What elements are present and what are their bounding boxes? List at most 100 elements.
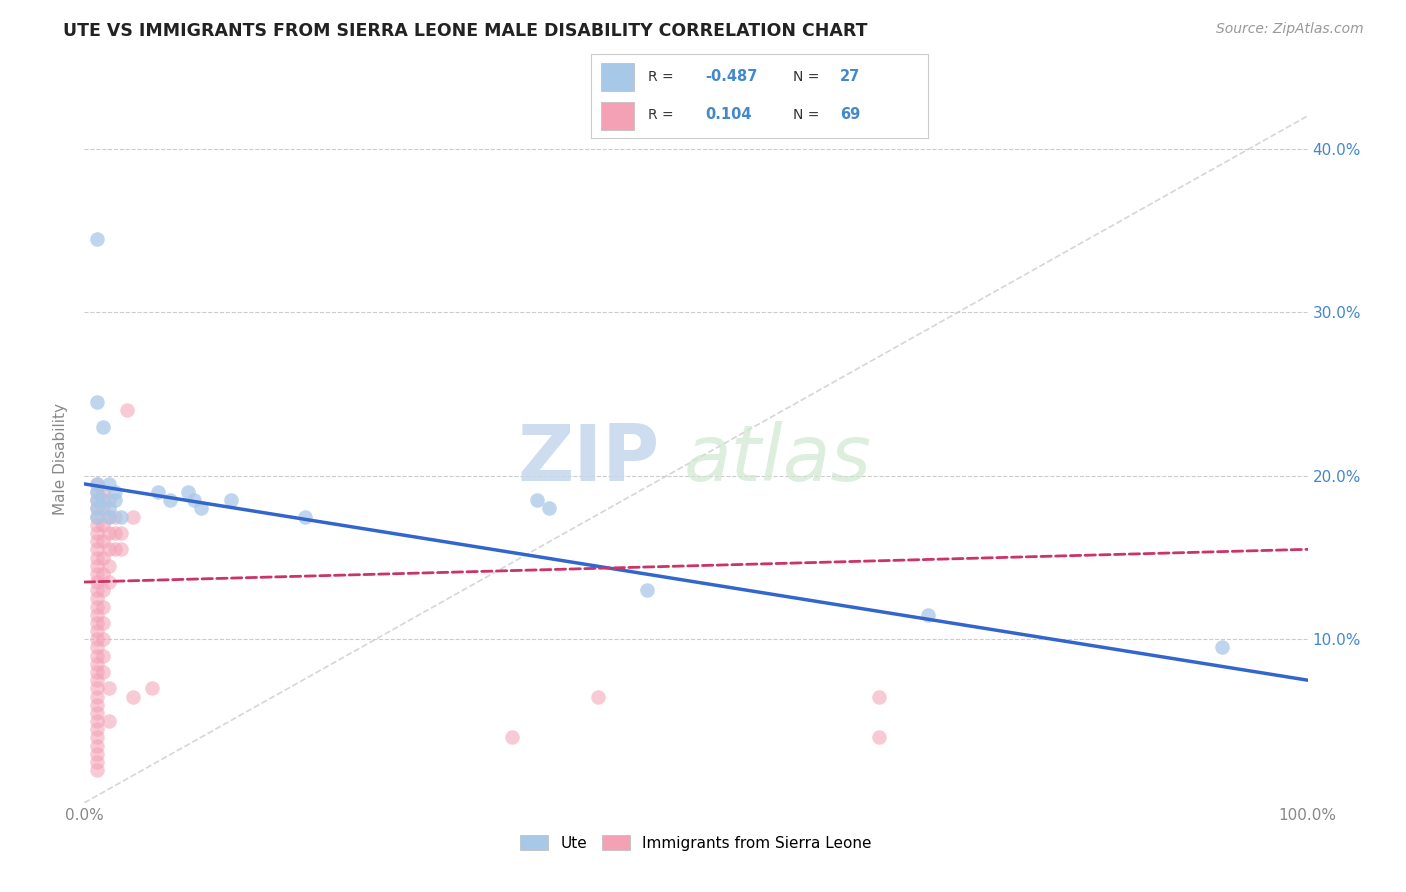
Point xyxy=(86,657,108,671)
Point xyxy=(502,731,524,745)
Point xyxy=(177,485,200,500)
Point xyxy=(538,501,561,516)
Text: 0.104: 0.104 xyxy=(706,107,752,122)
Point xyxy=(97,525,120,540)
Point xyxy=(526,493,548,508)
Point xyxy=(869,690,891,704)
Point xyxy=(86,485,108,500)
Point xyxy=(86,583,108,598)
Point xyxy=(146,485,169,500)
Point xyxy=(110,525,132,540)
Point xyxy=(86,690,108,704)
Point xyxy=(869,731,891,745)
Point xyxy=(97,509,120,524)
Point xyxy=(86,476,108,491)
FancyBboxPatch shape xyxy=(600,62,634,91)
Point xyxy=(91,501,114,516)
Text: 69: 69 xyxy=(841,107,860,122)
Text: UTE VS IMMIGRANTS FROM SIERRA LEONE MALE DISABILITY CORRELATION CHART: UTE VS IMMIGRANTS FROM SIERRA LEONE MALE… xyxy=(63,22,868,40)
Point xyxy=(86,485,108,500)
Point xyxy=(91,615,114,630)
Point xyxy=(97,493,120,508)
Point xyxy=(104,509,127,524)
Point xyxy=(294,509,316,524)
Point xyxy=(86,550,108,565)
Point xyxy=(97,574,120,589)
Text: ZIP: ZIP xyxy=(517,421,659,498)
Point xyxy=(97,542,120,557)
Point xyxy=(86,665,108,679)
Point xyxy=(86,640,108,655)
Point xyxy=(86,723,108,737)
Point xyxy=(86,648,108,663)
FancyBboxPatch shape xyxy=(600,102,634,130)
Point xyxy=(122,509,145,524)
Point xyxy=(86,501,108,516)
Point xyxy=(91,550,114,565)
Point xyxy=(183,493,205,508)
Point xyxy=(159,493,181,508)
Point xyxy=(91,534,114,549)
Text: N =: N = xyxy=(793,70,824,84)
Point xyxy=(104,542,127,557)
Point xyxy=(917,607,939,622)
Point xyxy=(91,517,114,532)
Point xyxy=(86,731,108,745)
Point xyxy=(86,395,108,409)
Point xyxy=(91,485,114,500)
Point xyxy=(97,714,120,728)
Point xyxy=(97,681,120,696)
Point xyxy=(86,493,108,508)
Point xyxy=(636,583,658,598)
Point xyxy=(86,698,108,712)
Point xyxy=(110,509,132,524)
Text: R =: R = xyxy=(648,70,678,84)
Point xyxy=(97,509,120,524)
Text: atlas: atlas xyxy=(683,421,872,498)
Point xyxy=(219,493,242,508)
Point xyxy=(91,648,114,663)
Point xyxy=(141,681,163,696)
Y-axis label: Male Disability: Male Disability xyxy=(53,403,69,516)
Point xyxy=(86,534,108,549)
Point xyxy=(104,493,127,508)
Point xyxy=(110,542,132,557)
Point xyxy=(86,763,108,777)
Point xyxy=(86,542,108,557)
Point xyxy=(97,558,120,573)
Point xyxy=(91,583,114,598)
Point xyxy=(91,665,114,679)
Point xyxy=(86,493,108,508)
Point xyxy=(86,673,108,688)
Point xyxy=(122,690,145,704)
Point xyxy=(91,599,114,614)
Point xyxy=(91,632,114,647)
Point xyxy=(586,690,609,704)
Point xyxy=(86,739,108,753)
Point xyxy=(86,501,108,516)
Point xyxy=(104,525,127,540)
Point xyxy=(91,493,114,508)
Text: N =: N = xyxy=(793,108,824,122)
Point xyxy=(86,566,108,581)
Point xyxy=(86,624,108,639)
Point xyxy=(91,419,114,434)
Point xyxy=(86,574,108,589)
Point xyxy=(86,509,108,524)
Point xyxy=(86,517,108,532)
Point xyxy=(104,485,127,500)
Point xyxy=(1211,640,1233,655)
Point xyxy=(86,599,108,614)
Point xyxy=(86,615,108,630)
Legend: Ute, Immigrants from Sierra Leone: Ute, Immigrants from Sierra Leone xyxy=(515,830,877,857)
Point xyxy=(86,509,108,524)
Point xyxy=(86,607,108,622)
Point xyxy=(97,476,120,491)
Point xyxy=(86,755,108,769)
Point xyxy=(91,566,114,581)
Point xyxy=(86,632,108,647)
Text: 27: 27 xyxy=(841,70,860,85)
Point xyxy=(86,714,108,728)
Point xyxy=(97,501,120,516)
Point xyxy=(115,403,138,417)
